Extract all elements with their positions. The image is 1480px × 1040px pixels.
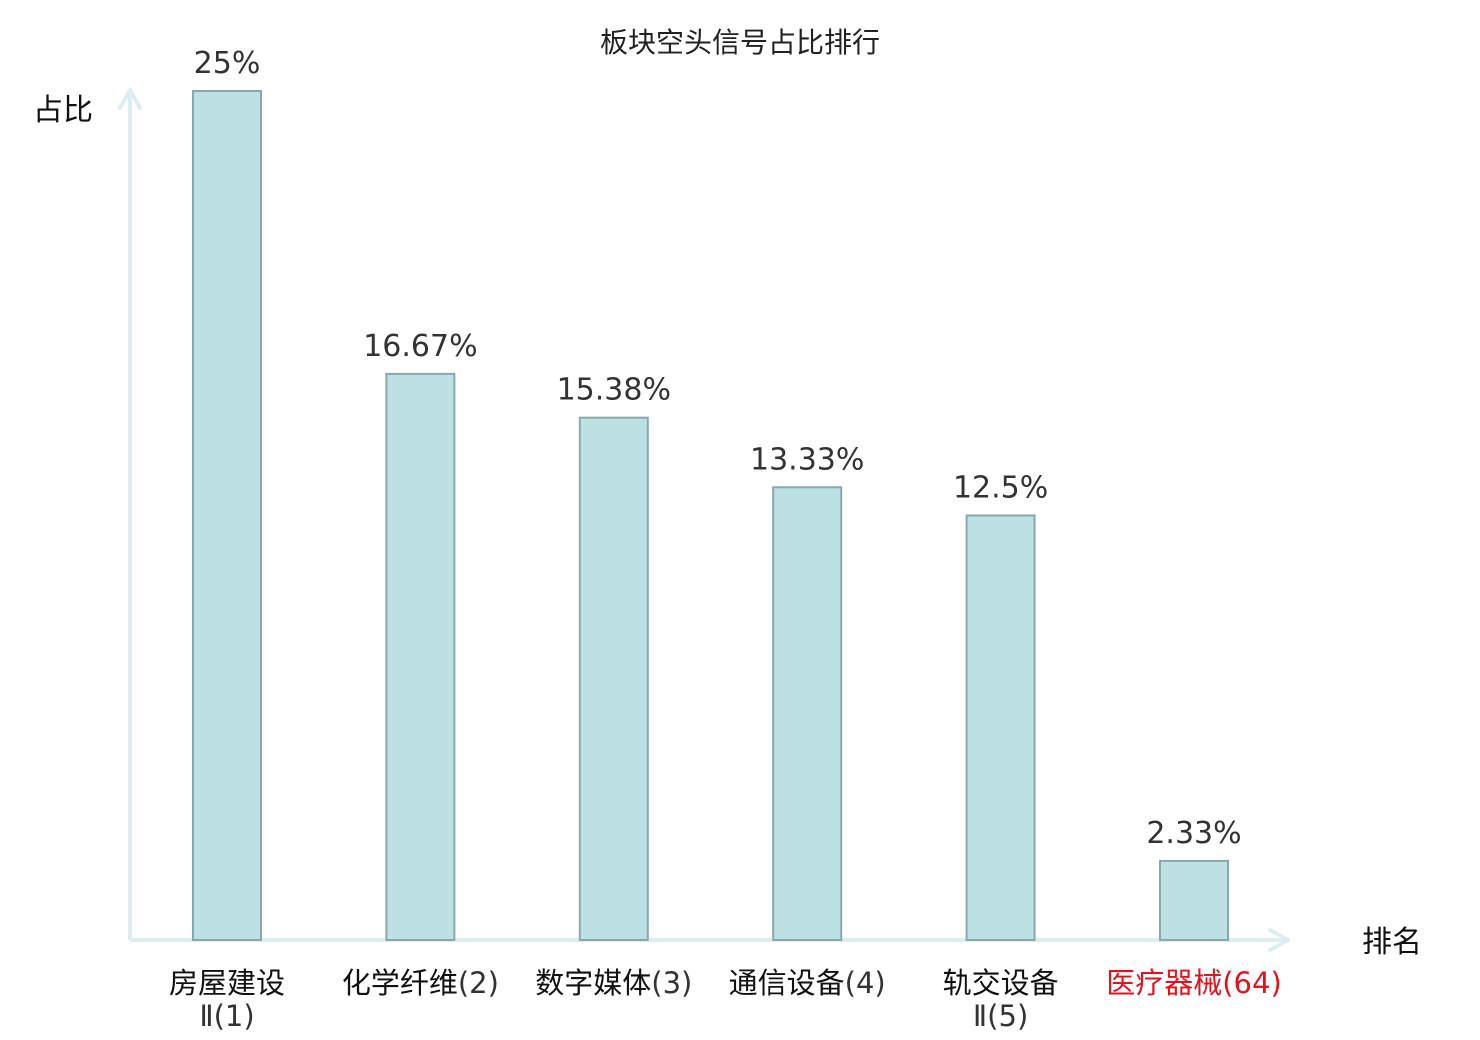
category-name: 化学纤维: [342, 966, 458, 1000]
category-rank: (64): [1222, 966, 1282, 1000]
category-rank: (2): [458, 966, 499, 1000]
value-label-4: 13.33%: [750, 442, 864, 477]
y-axis-label: 占比: [33, 93, 93, 128]
category-name: 通信设备: [729, 966, 845, 1000]
category-name: 轨交设备: [943, 966, 1059, 1000]
category-label-3: 数字媒体(3): [535, 966, 692, 1000]
x-axis-arrow: [1268, 928, 1290, 952]
value-label-6: 2.33%: [1146, 816, 1241, 851]
category-name: 数字媒体: [535, 966, 651, 1000]
category-name: 医疗器械: [1106, 966, 1222, 1000]
category-rank: Ⅱ(1): [199, 999, 254, 1033]
chart-title: 板块空头信号占比排行: [600, 26, 880, 59]
category-label-4: 通信设备(4): [729, 966, 886, 1000]
bar-3: [578, 416, 649, 941]
bar-1: [192, 90, 262, 941]
value-label-3: 15.38%: [557, 373, 671, 408]
category-name: 房屋建设: [169, 966, 285, 1000]
category-rank: (4): [845, 966, 886, 1000]
category-rank: Ⅱ(5): [973, 999, 1028, 1033]
value-label-2: 16.67%: [363, 329, 477, 364]
category-labels: 房屋建设 Ⅱ(1) 化学纤维(2) 数字媒体(3) 通信设备(4) 轨交设备 Ⅱ(5) 医疗器…: [169, 966, 1282, 1033]
category-label-5: 轨交设备 Ⅱ(5): [943, 966, 1059, 1033]
category-rank: (3): [651, 966, 692, 1000]
bar-2: [385, 372, 456, 941]
category-label-2: 化学纤维(2): [342, 966, 499, 1000]
category-label-1: 房屋建设 Ⅱ(1): [169, 966, 285, 1033]
bar-5: [965, 514, 1036, 941]
value-label-1: 25%: [194, 46, 261, 81]
x-axis-label: 排名: [1362, 925, 1422, 960]
y-axis-arrow: [118, 88, 142, 110]
bar-4: [772, 486, 843, 941]
value-labels: 25% 16.67% 15.38% 13.33% 12.5% 2.33%: [194, 46, 1242, 851]
bar-6: [1159, 859, 1229, 942]
bar-series: [192, 90, 1229, 942]
category-label-6: 医疗器械(64): [1106, 966, 1282, 1000]
value-label-5: 12.5%: [953, 471, 1048, 506]
